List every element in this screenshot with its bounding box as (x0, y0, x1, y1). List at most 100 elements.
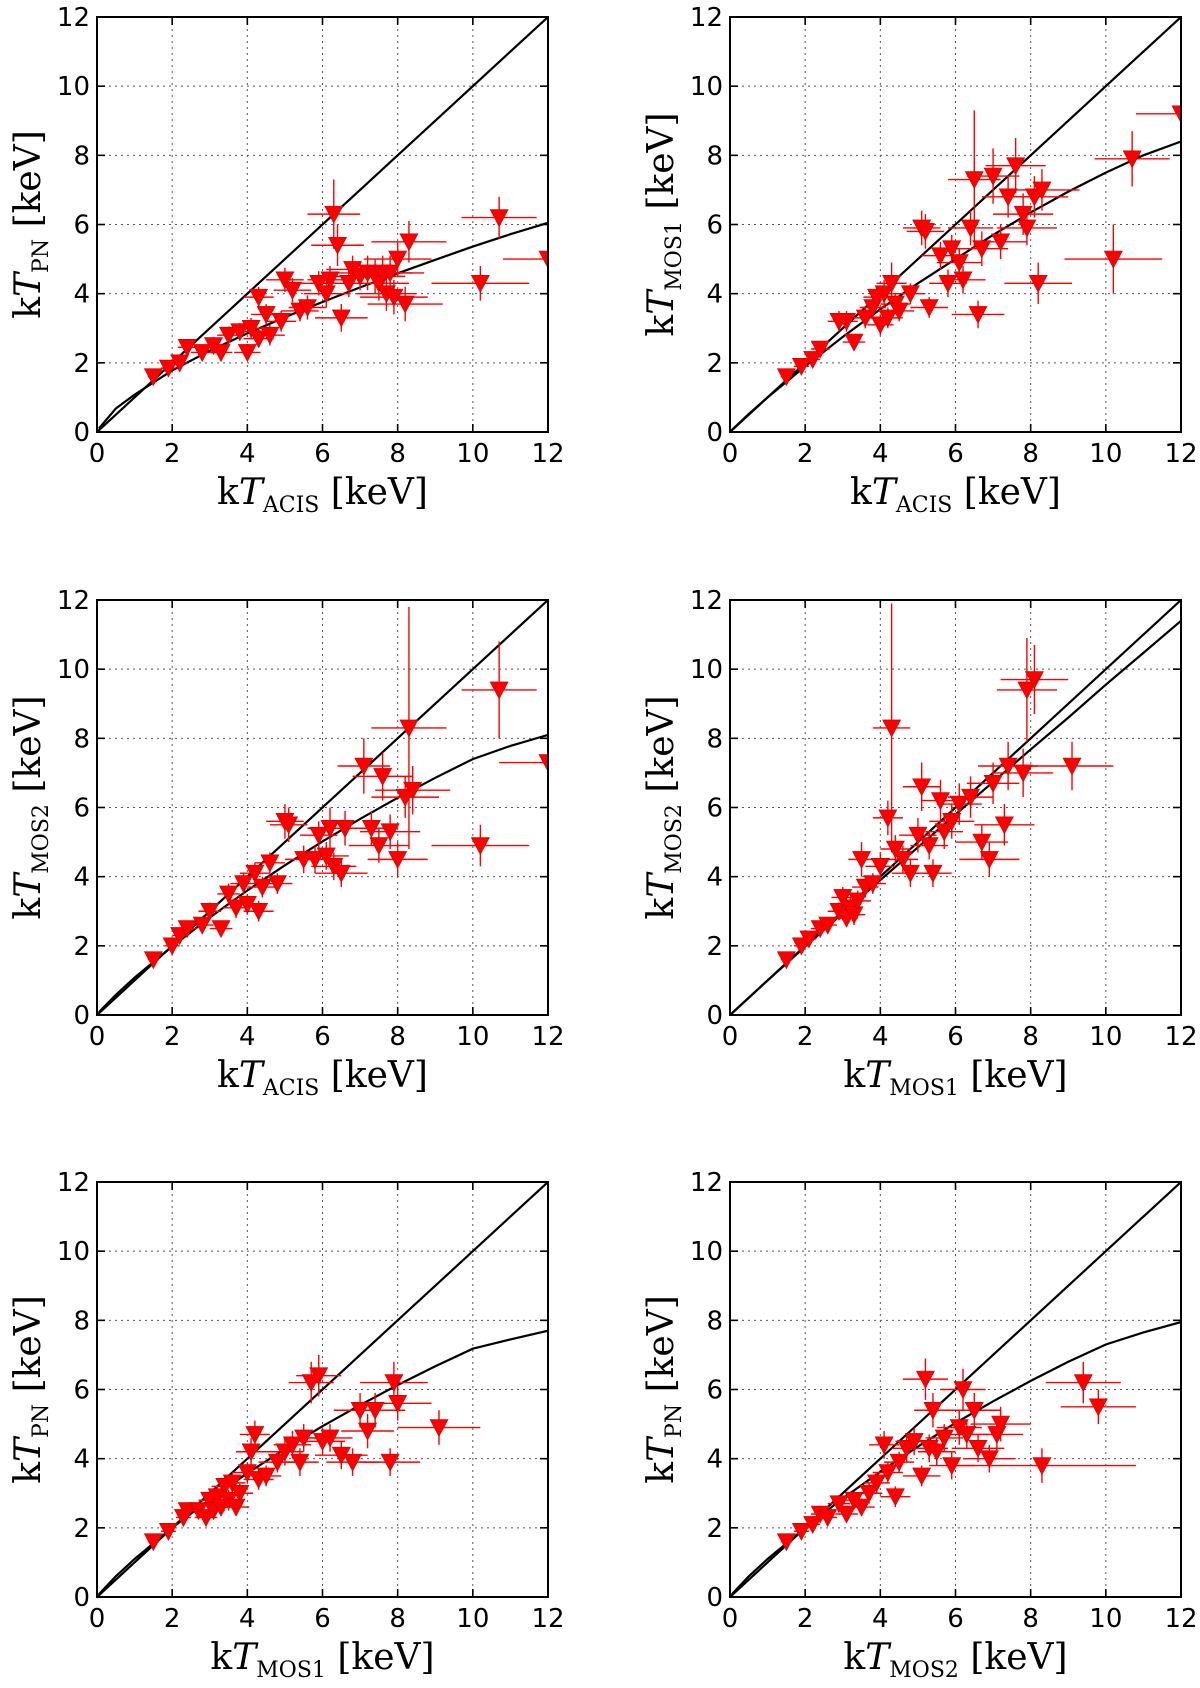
x-axis-label: kTACIS [keV] (217, 1055, 428, 1101)
x-tick-label: 0 (89, 439, 106, 469)
data-point (915, 1370, 935, 1389)
data-point (799, 930, 819, 949)
y-tick-label: 12 (57, 1168, 90, 1198)
data-point (972, 833, 992, 852)
x-axis-label: kTMOS2 [keV] (843, 1637, 1067, 1683)
data-point (874, 285, 894, 304)
data-point (919, 837, 939, 856)
y-tick-label: 6 (73, 1376, 90, 1406)
data-point (320, 819, 340, 838)
y-tick-label: 2 (73, 932, 90, 962)
data-point (991, 233, 1011, 252)
data-point (882, 274, 902, 293)
y-tick-label: 0 (706, 418, 723, 448)
data-point (900, 864, 920, 883)
data-point (143, 1533, 163, 1552)
plot-frame (96, 16, 549, 433)
data-point (358, 1422, 378, 1441)
y-tick-label: 4 (706, 863, 723, 893)
data-point (979, 851, 999, 870)
data-point (219, 326, 239, 345)
data-point (1006, 157, 1026, 176)
data-point (177, 920, 197, 939)
x-tick-label: 4 (239, 439, 256, 469)
data-layer (97, 17, 548, 432)
data-point (294, 1429, 314, 1448)
data-point (998, 188, 1018, 207)
x-tick-label: 12 (531, 1604, 564, 1634)
data-point (249, 288, 269, 307)
data-point (237, 344, 257, 363)
x-tick-label: 6 (947, 1022, 964, 1052)
data-point (399, 719, 419, 738)
data-point (226, 899, 246, 918)
y-axis-label: kTPN [keV] (8, 130, 54, 319)
data-point (889, 1453, 909, 1472)
data-point (222, 1474, 242, 1493)
y-tick-label: 8 (706, 1306, 723, 1336)
data-point (354, 757, 374, 776)
x-tick-label: 4 (872, 1604, 889, 1634)
y-axis-label: kTPN [keV] (641, 1295, 687, 1484)
x-tick-label: 4 (872, 439, 889, 469)
y-tick-label: 12 (57, 586, 90, 616)
data-point (855, 309, 875, 328)
data-point (949, 795, 969, 814)
data-point (1017, 681, 1037, 700)
x-tick-label: 2 (797, 439, 814, 469)
data-point (949, 254, 969, 273)
data-point (328, 236, 348, 255)
data-point (964, 171, 984, 190)
x-tick-label: 8 (389, 439, 406, 469)
data-point (170, 354, 190, 373)
data-point (912, 778, 932, 797)
y-tick-label: 10 (690, 72, 723, 102)
data-point (282, 281, 302, 300)
data-point (252, 878, 272, 897)
data-point (889, 302, 909, 321)
data-point (399, 233, 419, 252)
data-point (837, 1505, 857, 1524)
data-point (365, 1401, 385, 1420)
x-tick-label: 8 (1022, 1022, 1039, 1052)
data-point (267, 1453, 287, 1472)
data-point (818, 916, 838, 935)
x-tick-label: 8 (389, 1022, 406, 1052)
data-point (158, 1522, 178, 1541)
y-tick-label: 8 (706, 724, 723, 754)
y-tick-label: 12 (57, 3, 90, 33)
x-tick-label: 0 (722, 439, 739, 469)
data-point (343, 1453, 363, 1472)
data-point (256, 1467, 276, 1486)
y-tick-label: 10 (690, 1237, 723, 1267)
x-tick-label: 0 (722, 1604, 739, 1634)
data-point (470, 274, 490, 293)
data-point (1073, 1374, 1093, 1393)
data-layer (97, 1182, 548, 1597)
y-tick-label: 6 (706, 794, 723, 824)
data-point (912, 1467, 932, 1486)
data-point (1088, 1398, 1108, 1417)
data-point (961, 219, 981, 238)
data-point (900, 285, 920, 304)
data-point (320, 271, 340, 290)
data-point (380, 1453, 400, 1472)
x-tick-label: 12 (1164, 439, 1197, 469)
data-point (309, 1367, 329, 1386)
data-point (245, 864, 265, 883)
y-tick-label: 4 (73, 280, 90, 310)
x-tick-label: 0 (722, 1022, 739, 1052)
data-point (489, 681, 509, 700)
data-point (177, 338, 197, 357)
y-tick-label: 0 (706, 1583, 723, 1613)
y-tick-label: 4 (706, 1445, 723, 1475)
x-tick-label: 4 (239, 1604, 256, 1634)
data-point (470, 837, 490, 856)
data-point (282, 1436, 302, 1455)
y-tick-label: 2 (706, 349, 723, 379)
data-point (331, 864, 351, 883)
data-point (260, 854, 280, 873)
data-point (934, 1429, 954, 1448)
y-axis-label: kTPN [keV] (8, 1295, 54, 1484)
data-point (373, 768, 393, 787)
